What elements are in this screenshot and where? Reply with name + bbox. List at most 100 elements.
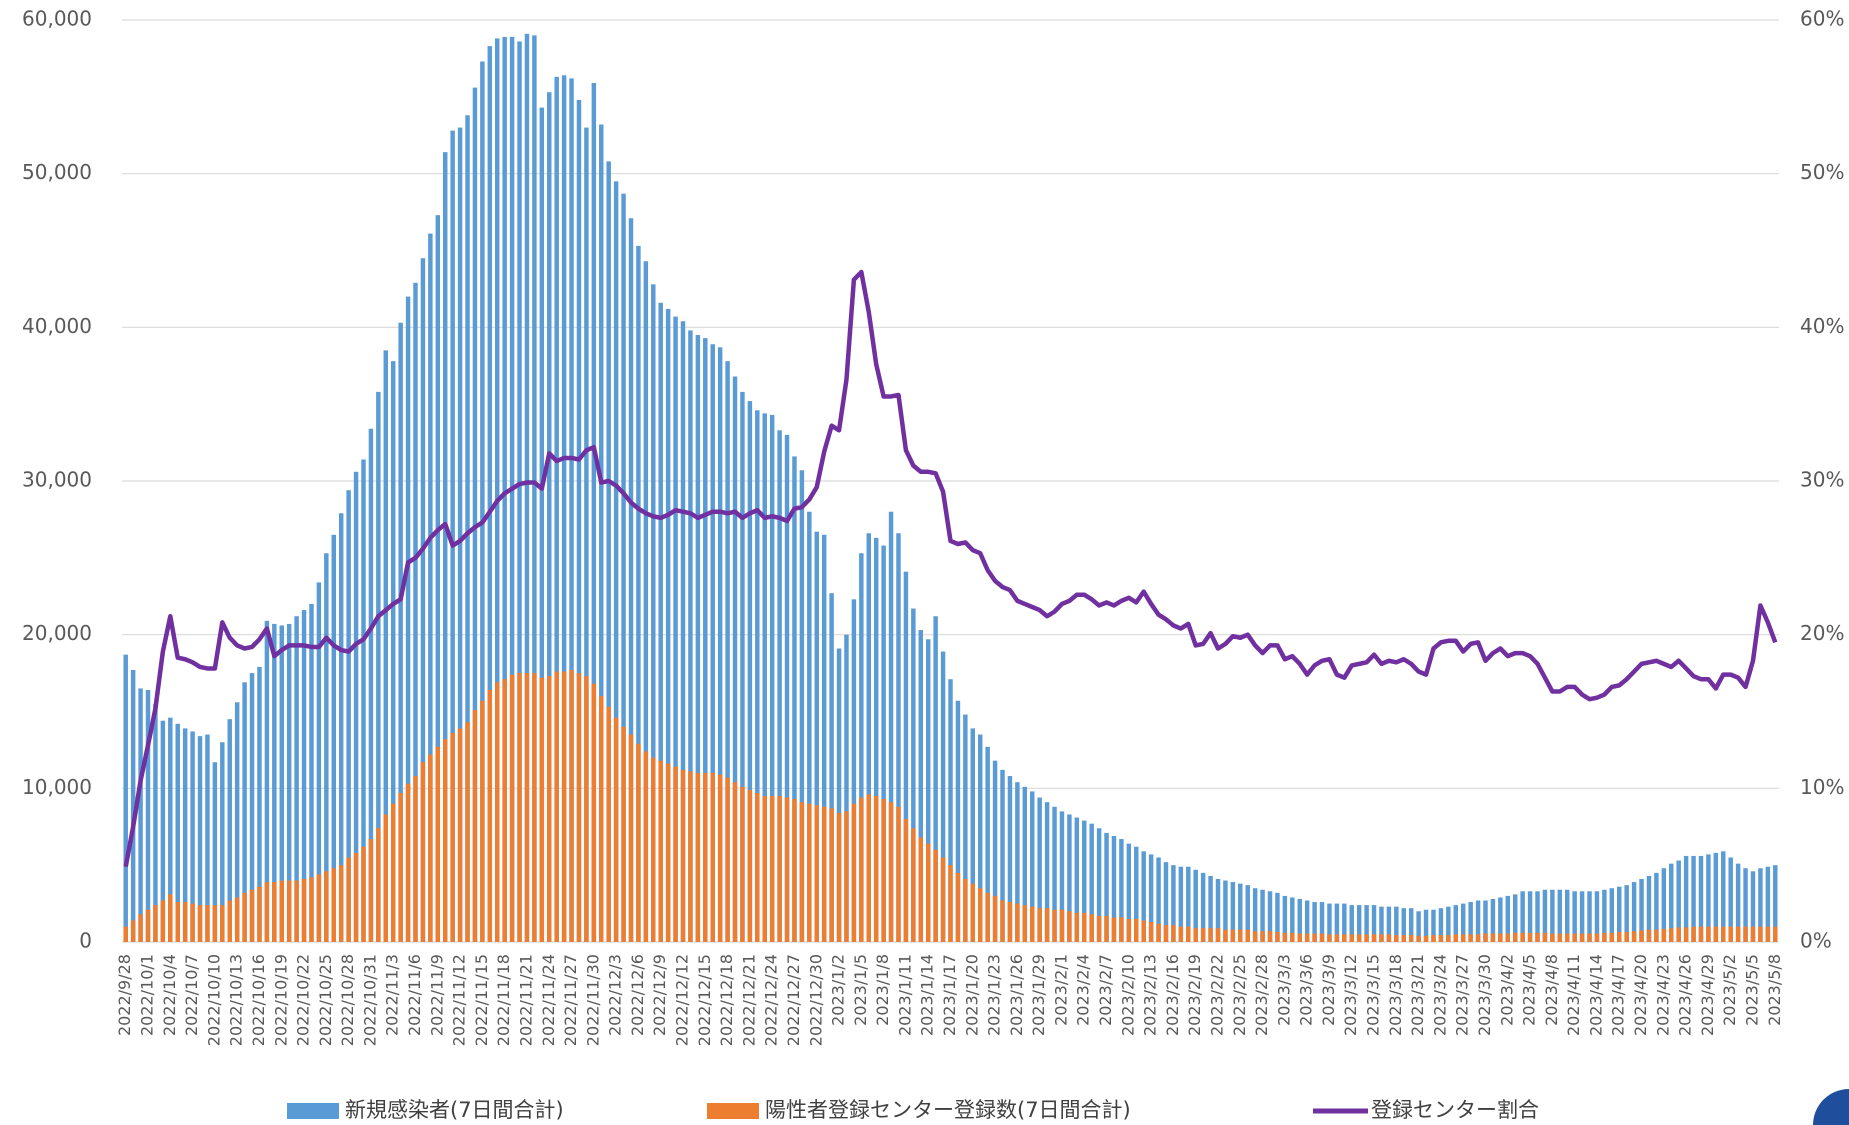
x-tick-label: 2023/3/27 bbox=[1453, 954, 1472, 1036]
bar bbox=[1431, 935, 1436, 942]
bar bbox=[940, 651, 946, 942]
bar bbox=[413, 776, 418, 942]
bar bbox=[1609, 932, 1615, 942]
bar bbox=[1052, 909, 1057, 942]
bar bbox=[1104, 915, 1109, 942]
bar bbox=[695, 335, 701, 942]
bar bbox=[435, 746, 441, 942]
x-tick-label: 2023/1/17 bbox=[940, 954, 959, 1036]
x-tick-label: 2023/4/14 bbox=[1586, 954, 1605, 1036]
x-tick-label: 2022/10/7 bbox=[182, 954, 201, 1036]
bar bbox=[844, 634, 849, 942]
bar bbox=[1245, 885, 1250, 942]
bar bbox=[621, 726, 626, 942]
bar bbox=[376, 391, 381, 943]
bar bbox=[866, 794, 871, 942]
bar bbox=[807, 511, 812, 942]
bar bbox=[554, 671, 559, 942]
bar bbox=[695, 772, 701, 942]
x-tick-label: 2023/2/4 bbox=[1074, 954, 1093, 1026]
y2-tick-label: 0% bbox=[1800, 929, 1832, 953]
bar bbox=[1037, 908, 1042, 942]
x-tick-label: 2023/4/23 bbox=[1653, 954, 1672, 1036]
bar bbox=[1044, 908, 1050, 942]
bar bbox=[130, 670, 136, 942]
bar bbox=[413, 282, 418, 942]
bar bbox=[1156, 857, 1161, 942]
bar bbox=[1594, 933, 1600, 942]
bar bbox=[963, 714, 968, 942]
bar bbox=[1572, 933, 1577, 942]
x-tick-label: 2023/2/7 bbox=[1096, 954, 1115, 1026]
bar bbox=[1037, 797, 1042, 942]
bar bbox=[1661, 928, 1667, 942]
bar bbox=[1252, 888, 1258, 942]
bar bbox=[725, 361, 730, 942]
bar bbox=[1089, 914, 1094, 942]
y-tick-label: 0 bbox=[79, 929, 92, 953]
bar bbox=[1557, 933, 1563, 942]
bar bbox=[1713, 926, 1719, 942]
bar bbox=[1535, 932, 1540, 942]
bar bbox=[1475, 934, 1481, 942]
bar bbox=[1052, 806, 1057, 942]
bar bbox=[1304, 900, 1310, 942]
bar bbox=[1579, 933, 1585, 942]
bar bbox=[450, 733, 455, 942]
bar bbox=[1015, 782, 1020, 942]
bar bbox=[591, 683, 597, 942]
bar bbox=[933, 849, 938, 942]
x-tick-label: 2023/4/11 bbox=[1564, 954, 1583, 1036]
bar bbox=[985, 746, 990, 942]
x-tick-label: 2022/9/28 bbox=[115, 954, 134, 1036]
bar bbox=[1617, 886, 1622, 942]
bar bbox=[1758, 926, 1763, 942]
x-tick-label: 2022/11/9 bbox=[427, 954, 446, 1036]
bar bbox=[1282, 932, 1288, 942]
x-tick-label: 2022/12/21 bbox=[739, 954, 758, 1046]
x-tick-label: 2023/1/5 bbox=[851, 954, 870, 1026]
bar bbox=[1379, 906, 1384, 942]
bar bbox=[1520, 932, 1525, 942]
bar bbox=[257, 666, 262, 942]
bar bbox=[212, 762, 218, 942]
bar bbox=[836, 812, 842, 942]
bar bbox=[480, 61, 485, 943]
bar bbox=[1230, 882, 1236, 942]
bar bbox=[792, 456, 797, 942]
bar bbox=[1431, 909, 1436, 942]
bar bbox=[1743, 926, 1748, 942]
bar bbox=[428, 754, 433, 942]
bar bbox=[376, 828, 381, 942]
bar bbox=[1453, 905, 1459, 942]
bar bbox=[732, 782, 738, 942]
bar bbox=[1698, 926, 1704, 942]
bar bbox=[264, 882, 270, 942]
bar bbox=[1617, 932, 1622, 942]
bar bbox=[1349, 934, 1354, 942]
x-tick-label: 2022/10/13 bbox=[227, 954, 246, 1046]
bar bbox=[1594, 891, 1600, 942]
bar bbox=[1007, 776, 1013, 942]
x-tick-label: 2023/4/26 bbox=[1676, 954, 1695, 1036]
bar bbox=[227, 900, 232, 942]
bar bbox=[1193, 869, 1198, 942]
bar bbox=[1654, 872, 1659, 942]
x-tick-label: 2022/10/4 bbox=[160, 954, 179, 1036]
bar bbox=[398, 322, 403, 942]
bar bbox=[643, 261, 649, 942]
x-tick-label: 2023/2/28 bbox=[1252, 954, 1271, 1036]
bar bbox=[829, 808, 834, 942]
x-tick-label: 2022/10/22 bbox=[294, 954, 313, 1046]
bar bbox=[747, 789, 753, 942]
bar bbox=[613, 717, 619, 942]
bar bbox=[1156, 923, 1161, 942]
bar bbox=[1602, 889, 1607, 942]
bar bbox=[896, 806, 901, 942]
bar bbox=[844, 811, 849, 942]
bar bbox=[970, 728, 976, 942]
bar bbox=[769, 414, 775, 942]
bar bbox=[338, 865, 344, 942]
bar bbox=[153, 905, 158, 942]
bar bbox=[442, 739, 448, 942]
